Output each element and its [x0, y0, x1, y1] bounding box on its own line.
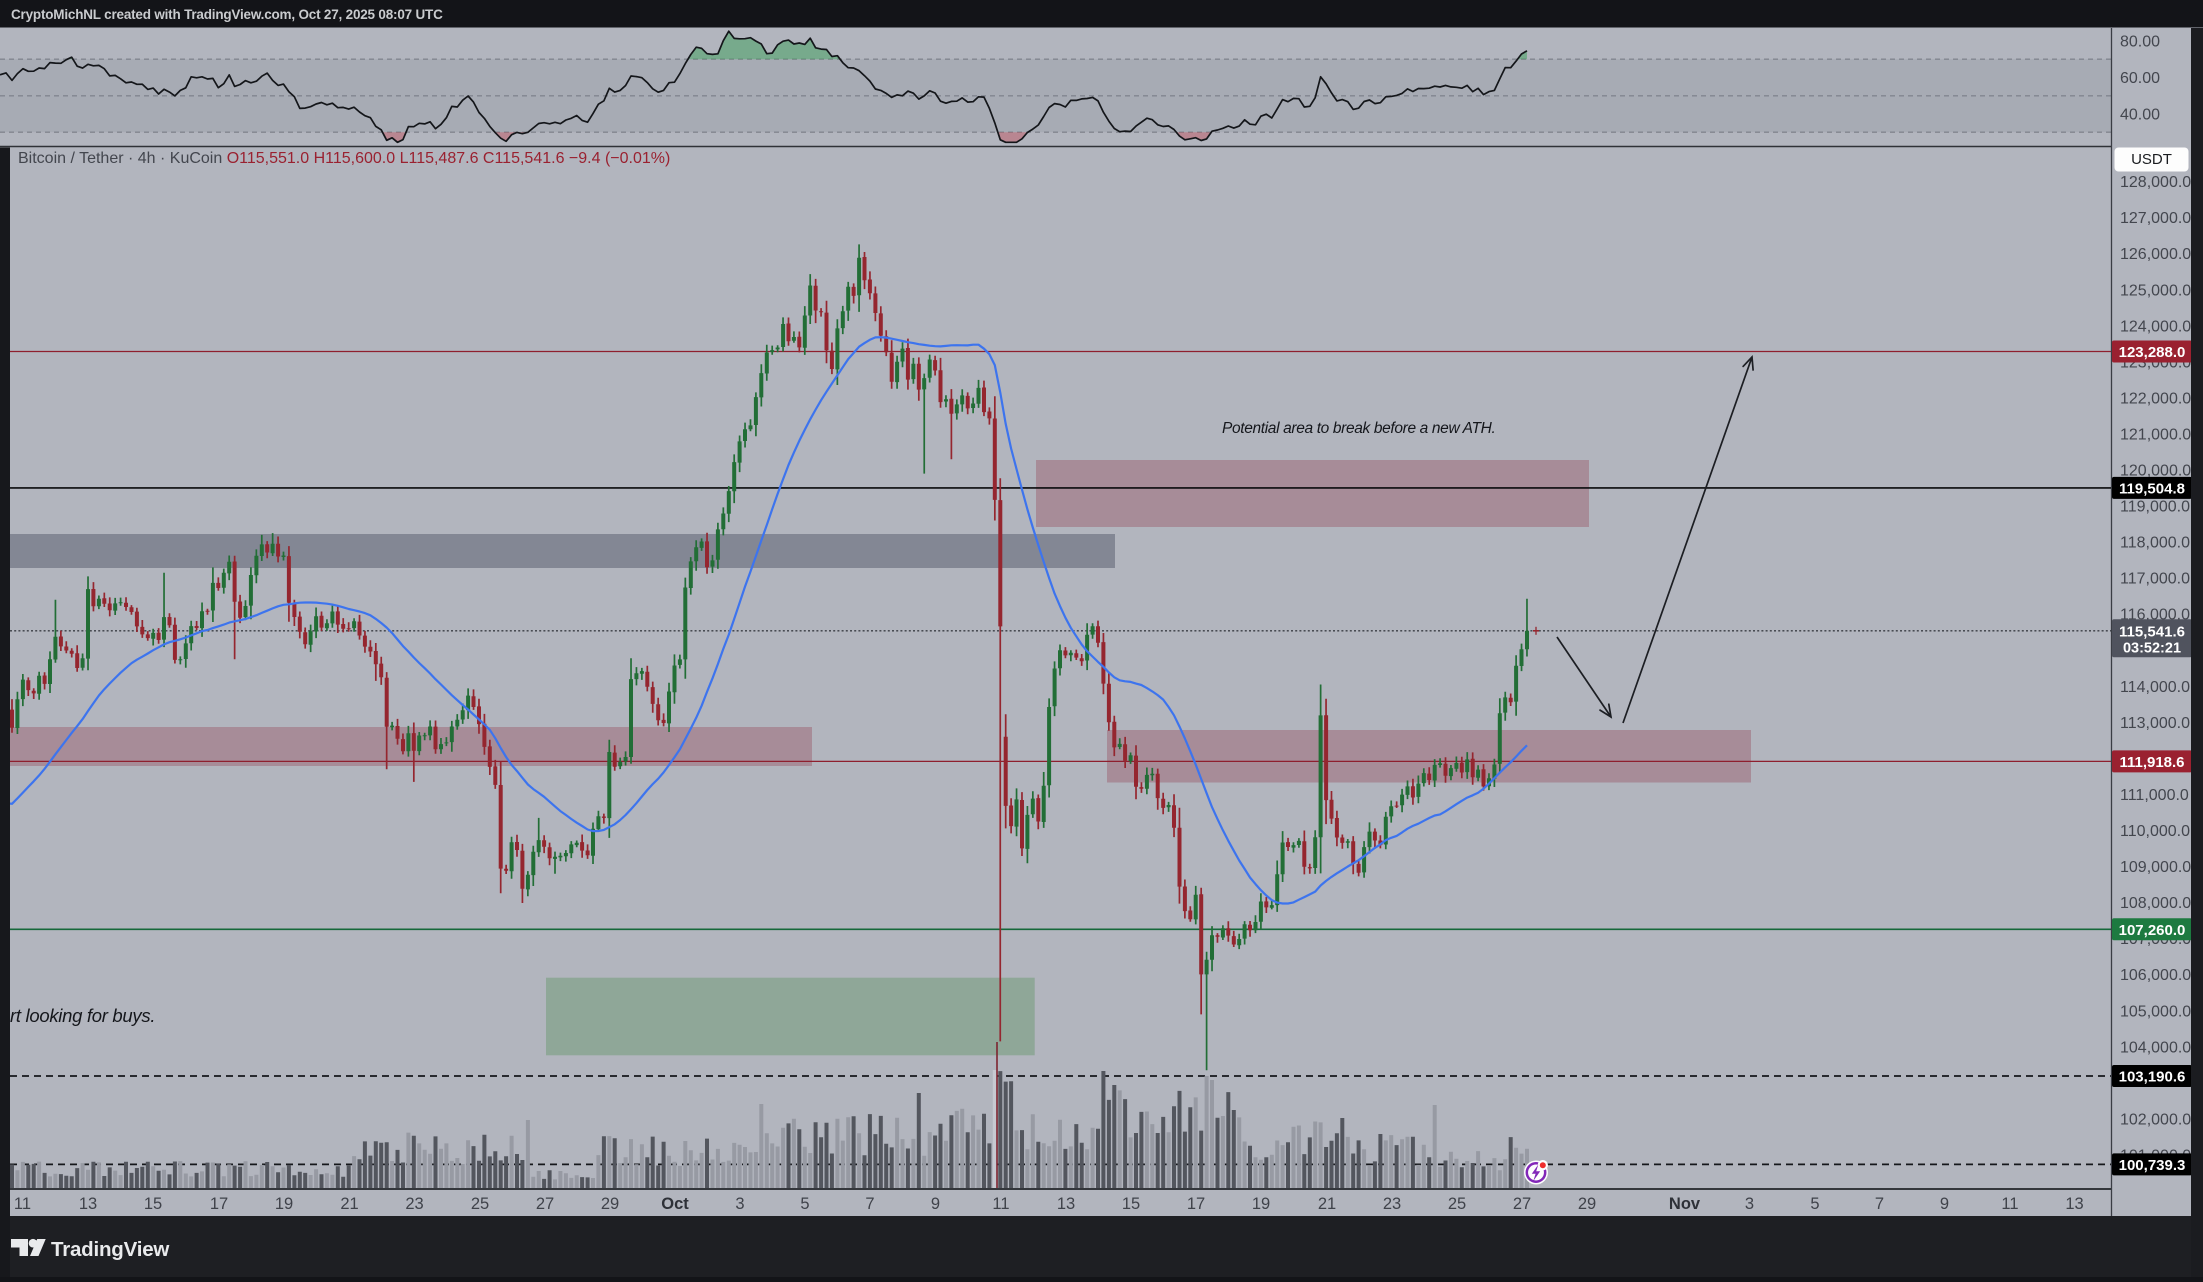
svg-text:118,000.0: 118,000.0	[2120, 535, 2190, 552]
svg-text:25: 25	[1448, 1195, 1466, 1213]
svg-text:108,000.0: 108,000.0	[2120, 895, 2191, 912]
svg-text:5: 5	[1810, 1195, 1819, 1213]
svg-text:5: 5	[800, 1195, 809, 1213]
svg-text:11: 11	[2001, 1195, 2018, 1213]
svg-text:113,000.0: 113,000.0	[2120, 715, 2190, 732]
svg-text:23: 23	[1383, 1195, 1401, 1213]
svg-text:17: 17	[210, 1195, 228, 1213]
svg-text:119,504.8: 119,504.8	[2119, 480, 2185, 497]
svg-text:27: 27	[1513, 1195, 1531, 1213]
svg-text:102,000.0: 102,000.0	[2120, 1111, 2191, 1128]
svg-text:27: 27	[536, 1195, 554, 1213]
svg-text:128,000.0: 128,000.0	[2120, 174, 2191, 191]
svg-text:105,000.0: 105,000.0	[2120, 1003, 2191, 1020]
svg-text:13: 13	[1057, 1195, 1075, 1213]
svg-text:15: 15	[1122, 1195, 1140, 1213]
svg-text:117,000.0: 117,000.0	[2120, 571, 2190, 588]
svg-text:TradingView: TradingView	[51, 1238, 169, 1261]
svg-text:120,000.0: 120,000.0	[2120, 463, 2191, 480]
svg-text:29: 29	[1578, 1195, 1596, 1213]
svg-text:110,000.0: 110,000.0	[2120, 823, 2190, 840]
svg-text:11: 11	[14, 1195, 31, 1213]
svg-text:9: 9	[1940, 1195, 1949, 1213]
svg-text:19: 19	[1252, 1195, 1270, 1213]
svg-text:122,000.0: 122,000.0	[2120, 390, 2191, 407]
svg-text:119,000.0: 119,000.0	[2120, 499, 2190, 516]
svg-text:125,000.0: 125,000.0	[2120, 282, 2191, 299]
svg-text:13: 13	[2065, 1195, 2083, 1213]
svg-text:111,918.6: 111,918.6	[2119, 754, 2184, 771]
svg-text:80.00: 80.00	[2120, 34, 2160, 51]
svg-text:106,000.0: 106,000.0	[2120, 967, 2191, 984]
svg-text:25: 25	[471, 1195, 489, 1213]
svg-text:111,000.0: 111,000.0	[2120, 787, 2189, 804]
svg-text:23: 23	[405, 1195, 423, 1213]
svg-text:124,000.0: 124,000.0	[2120, 318, 2191, 335]
svg-text:Bitcoin / Tether · 4h · KuCoin: Bitcoin / Tether · 4h · KuCoin O115,551.…	[18, 150, 670, 167]
svg-text:3: 3	[735, 1195, 744, 1213]
svg-text:7: 7	[1875, 1195, 1884, 1213]
svg-text:126,000.0: 126,000.0	[2120, 246, 2191, 263]
svg-text:21: 21	[1318, 1195, 1336, 1213]
svg-text:123,288.0: 123,288.0	[2119, 344, 2186, 361]
svg-text:rt looking for buys.: rt looking for buys.	[10, 1005, 155, 1026]
svg-text:60.00: 60.00	[2120, 70, 2160, 87]
svg-text:7: 7	[865, 1195, 874, 1213]
svg-text:107,260.0: 107,260.0	[2119, 922, 2186, 939]
svg-text:115,541.6: 115,541.6	[2119, 623, 2185, 640]
svg-text:03:52:21: 03:52:21	[2123, 640, 2181, 656]
svg-text:11: 11	[992, 1195, 1009, 1213]
svg-text:USDT: USDT	[2131, 151, 2172, 168]
svg-text:19: 19	[275, 1195, 293, 1213]
svg-text:CryptoMichNL created with Trad: CryptoMichNL created with TradingView.co…	[11, 7, 443, 22]
svg-text:3: 3	[1745, 1195, 1754, 1213]
svg-text:103,190.6: 103,190.6	[2119, 1069, 2186, 1086]
svg-text:114,000.0: 114,000.0	[2120, 679, 2190, 696]
svg-text:15: 15	[144, 1195, 162, 1213]
svg-text:127,000.0: 127,000.0	[2120, 210, 2191, 227]
svg-text:109,000.0: 109,000.0	[2120, 859, 2191, 876]
svg-text:104,000.0: 104,000.0	[2120, 1039, 2191, 1056]
svg-text:Oct: Oct	[661, 1195, 689, 1213]
svg-text:9: 9	[931, 1195, 940, 1213]
svg-text:40.00: 40.00	[2120, 107, 2160, 124]
svg-text:100,739.3: 100,739.3	[2119, 1157, 2186, 1174]
svg-text:17: 17	[1187, 1195, 1205, 1213]
svg-text:Nov: Nov	[1669, 1195, 1701, 1213]
svg-text:13: 13	[79, 1195, 97, 1213]
svg-text:29: 29	[601, 1195, 619, 1213]
svg-text:Potential area to break before: Potential area to break before a new ATH…	[1222, 420, 1495, 437]
svg-text:121,000.0: 121,000.0	[2120, 427, 2191, 444]
svg-text:21: 21	[340, 1195, 358, 1213]
